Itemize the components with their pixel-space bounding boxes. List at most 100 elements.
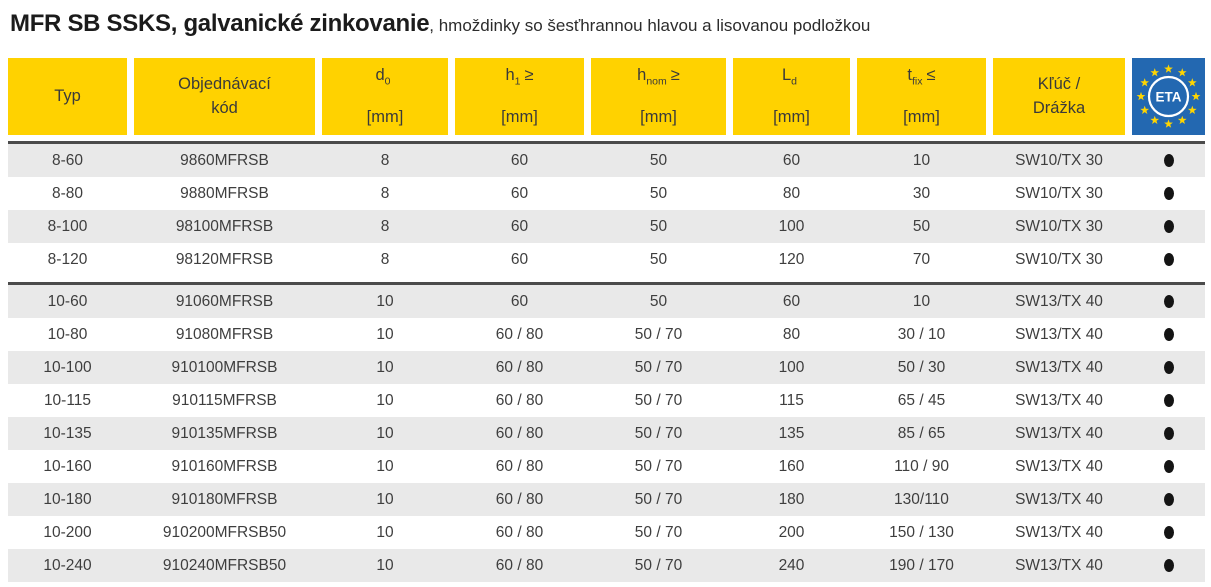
cell-kod: 98120MFRSB — [175, 251, 274, 268]
cell-d0: 8 — [380, 185, 390, 202]
cell-ld: 60 — [782, 293, 801, 310]
cell-ld: 180 — [778, 491, 805, 508]
col-header-ld: Ld [mm] — [733, 58, 850, 135]
cell-typ: 10-180 — [43, 491, 92, 508]
cell-d0: 10 — [376, 425, 394, 442]
cell-ld: 200 — [778, 524, 805, 541]
cell-eta — [1132, 351, 1205, 384]
cell-h1: 60 / 80 — [495, 458, 544, 475]
cell-h1: 60 — [510, 293, 529, 310]
cell-d0: 8 — [380, 251, 390, 268]
eta-approval-dot — [1163, 394, 1174, 407]
eta-approval-dot — [1163, 154, 1174, 167]
cell-ld: 115 — [779, 392, 804, 409]
cell-typ: 10-115 — [43, 392, 92, 409]
cell-eta — [1132, 243, 1205, 276]
cell-hnom: 50 / 70 — [634, 557, 683, 574]
cell-ld: 60 — [782, 152, 801, 169]
row-group: 10-60 91060MFRSB 10 60 50 60 10 SW13/TX 40 10-80… — [8, 282, 1205, 582]
cell-typ: 10-80 — [47, 326, 88, 343]
cell-kod: 91060MFRSB — [175, 293, 274, 310]
cell-kod: 910115MFRSB — [172, 392, 277, 409]
cell-hnom: 50 — [649, 293, 668, 310]
col-header-h1-symbol: h1 ≥ — [505, 65, 533, 92]
cell-typ: 8-60 — [51, 152, 84, 169]
cell-kod: 910100MFRSB — [171, 359, 278, 376]
eta-approval-dot — [1163, 295, 1174, 308]
symbol-letter: L — [781, 66, 792, 85]
cell-hnom: 50 / 70 — [634, 392, 683, 409]
cell-h1: 60 — [510, 251, 529, 268]
col-header-typ: Typ — [8, 58, 127, 135]
cell-typ: 10-240 — [43, 557, 92, 574]
svg-text:ETA: ETA — [1156, 90, 1182, 105]
table-row: 8-80 9880MFRSB 8 60 50 80 30 SW10/TX 30 — [8, 177, 1205, 210]
cell-hnom: 50 — [649, 218, 668, 235]
table-row: 10-160 910160MFRSB 10 60 / 80 50 / 70 160 110 … — [8, 450, 1205, 483]
col-header-d0-unit: [mm] — [366, 107, 404, 126]
table-row: 8-100 98100MFRSB 8 60 50 100 50 SW10/TX 30 — [8, 210, 1205, 243]
cell-hnom: 50 / 70 — [634, 491, 683, 508]
cell-tfix: 50 / 30 — [897, 359, 946, 376]
cell-kluc: SW10/TX 30 — [1015, 152, 1103, 169]
cell-h1: 60 — [510, 152, 529, 169]
cell-tfix: 30 / 10 — [897, 326, 946, 343]
cell-kod: 910200MFRSB50 — [162, 524, 287, 541]
eta-approval-dot — [1163, 361, 1174, 374]
cell-eta — [1132, 417, 1205, 450]
cell-eta — [1132, 549, 1205, 582]
cell-typ: 8-80 — [51, 185, 84, 202]
eta-logo: ETA — [1132, 58, 1205, 135]
symbol-subscript: 0 — [384, 75, 391, 88]
cell-ld: 80 — [782, 185, 801, 202]
cell-eta — [1132, 177, 1205, 210]
col-header-hnom-symbol: hnom ≥ — [637, 65, 680, 92]
table-row: 10-115 910115MFRSB 10 60 / 80 50 / 70 115 65 /… — [8, 384, 1205, 417]
cell-d0: 10 — [376, 557, 394, 574]
table-row: 10-100 910100MFRSB 10 60 / 80 50 / 70 100 50 /… — [8, 351, 1205, 384]
cell-d0: 10 — [376, 524, 394, 541]
cell-d0: 10 — [376, 392, 394, 409]
cell-h1: 60 / 80 — [495, 491, 544, 508]
cell-tfix: 130/110 — [894, 491, 949, 508]
cell-d0: 8 — [380, 152, 390, 169]
eta-approval-dot — [1163, 220, 1174, 233]
cell-tfix: 150 / 130 — [889, 524, 954, 541]
eta-logo-svg: ETA — [1132, 58, 1205, 135]
table-row: 10-135 910135MFRSB 10 60 / 80 50 / 70 135 85 /… — [8, 417, 1205, 450]
col-header-tfix: tfix ≤ [mm] — [857, 58, 986, 135]
col-header-tfix-symbol: tfix ≤ — [907, 65, 935, 92]
symbol-letter: d — [375, 66, 385, 85]
col-header-wrench-line1: Kľúč / — [1037, 75, 1081, 93]
col-header-ld-unit: [mm] — [773, 107, 810, 126]
eta-approval-dot — [1163, 460, 1174, 473]
cell-hnom: 50 — [649, 185, 668, 202]
col-header-d0: d0 [mm] — [322, 58, 448, 135]
cell-ld: 160 — [778, 458, 805, 475]
table-row: 10-240 910240MFRSB50 10 60 / 80 50 / 70 240 19… — [8, 549, 1205, 582]
table-row: 8-60 9860MFRSB 8 60 50 60 10 SW10/TX 30 — [8, 144, 1205, 177]
cell-typ: 10-200 — [43, 524, 92, 541]
eta-approval-dot — [1163, 187, 1174, 200]
cell-kod: 91080MFRSB — [175, 326, 274, 343]
col-header-order-code: Objednávací kód — [134, 58, 315, 135]
col-header-wrench-line2: Drážka — [1032, 99, 1086, 117]
cell-h1: 60 — [510, 185, 529, 202]
cell-d0: 10 — [376, 458, 394, 475]
symbol-subscript: 1 — [514, 75, 521, 88]
cell-eta — [1132, 318, 1205, 351]
cell-h1: 60 / 80 — [495, 557, 544, 574]
col-header-h1-unit: [mm] — [501, 107, 538, 126]
symbol-subscript: d — [791, 75, 798, 88]
cell-hnom: 50 / 70 — [634, 326, 683, 343]
cell-hnom: 50 / 70 — [634, 524, 683, 541]
cell-ld: 80 — [782, 326, 801, 343]
cell-h1: 60 / 80 — [495, 524, 544, 541]
cell-tfix: 50 — [912, 218, 931, 235]
eta-approval-dot — [1163, 526, 1174, 539]
cell-kod: 98100MFRSB — [175, 218, 274, 235]
cell-kluc: SW13/TX 40 — [1015, 326, 1103, 343]
cell-tfix: 65 / 45 — [897, 392, 946, 409]
cell-kluc: SW13/TX 40 — [1015, 359, 1103, 376]
table-row: 10-200 910200MFRSB50 10 60 / 80 50 / 70 200 15… — [8, 516, 1205, 549]
